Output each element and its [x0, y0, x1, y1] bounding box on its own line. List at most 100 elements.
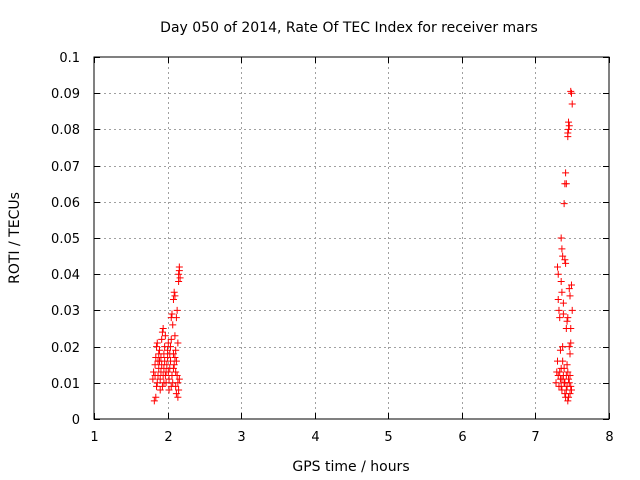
data-point	[564, 133, 572, 141]
data-point	[161, 343, 169, 351]
data-point	[175, 263, 183, 271]
data-point	[167, 343, 175, 351]
data-point	[152, 393, 160, 401]
data-point	[566, 292, 574, 300]
data-point	[567, 89, 575, 97]
data-point	[554, 270, 562, 278]
data-point	[169, 364, 177, 372]
x-tick-label: 1	[90, 430, 98, 445]
data-point	[560, 364, 568, 372]
data-point	[164, 339, 172, 347]
axis-ticks: 0 0.01 0.02 0.03 0.04 0.05 0.06 0.07 0.08 0.09 0.1…	[51, 51, 614, 445]
data-point	[150, 397, 158, 405]
data-point	[160, 379, 168, 387]
data-point	[153, 379, 161, 387]
data-point	[554, 296, 562, 304]
data-point	[149, 375, 157, 383]
data-point	[555, 382, 563, 390]
data-point	[176, 274, 184, 282]
data-point	[174, 339, 182, 347]
data-point	[559, 343, 567, 351]
data-point	[172, 346, 180, 354]
data-point	[151, 372, 159, 380]
data-point	[175, 386, 183, 394]
data-point	[175, 375, 183, 383]
data-point	[168, 310, 176, 318]
data-point	[562, 259, 570, 267]
x-tick-label: 7	[531, 430, 539, 445]
data-point	[559, 357, 567, 365]
data-point	[156, 375, 164, 383]
data-point	[568, 306, 576, 314]
data-point	[175, 270, 183, 278]
data-point	[169, 321, 177, 329]
data-point	[159, 325, 167, 332]
data-point	[562, 180, 570, 188]
data-point	[567, 87, 575, 95]
data-point	[157, 353, 165, 361]
data-point	[565, 343, 573, 351]
data-point	[559, 299, 567, 307]
data-point	[171, 292, 179, 300]
data-point	[155, 357, 163, 365]
data-point	[558, 288, 566, 296]
data-point	[172, 390, 180, 398]
data-point	[163, 361, 171, 369]
data-point	[170, 361, 178, 369]
data-point	[558, 245, 566, 253]
x-tick-label: 6	[458, 430, 466, 445]
x-tick-label: 8	[605, 430, 613, 445]
y-tick-label: 0.08	[51, 123, 80, 138]
data-point	[155, 346, 163, 354]
x-tick-label: 2	[164, 430, 172, 445]
y-tick-label: 0.1	[59, 51, 80, 66]
x-tick-label: 3	[237, 430, 245, 445]
data-point	[557, 234, 565, 242]
data-point	[552, 379, 560, 387]
x-tick-label: 5	[384, 430, 392, 445]
data-point	[161, 372, 169, 380]
x-axis-title: GPS time / hours	[292, 459, 409, 475]
data-point	[167, 357, 175, 365]
data-point	[150, 368, 158, 376]
data-point	[172, 357, 180, 365]
data-point	[153, 382, 161, 390]
data-point	[561, 379, 569, 387]
data-point	[165, 386, 173, 394]
data-point	[167, 335, 175, 343]
data-point	[151, 361, 159, 369]
y-tick-label: 0.03	[51, 304, 80, 319]
y-tick-label: 0	[72, 413, 80, 428]
data-point	[174, 393, 182, 401]
data-point	[562, 386, 570, 394]
y-axis-title: ROTI / TECUs	[7, 192, 23, 284]
data-point	[556, 368, 564, 376]
data-point	[173, 306, 181, 314]
data-point	[164, 368, 172, 376]
data-point	[167, 382, 175, 390]
data-point	[564, 368, 572, 376]
x-tick-label: 4	[311, 430, 319, 445]
data-point	[567, 339, 575, 347]
data-point	[156, 386, 164, 394]
data-point	[169, 296, 177, 304]
data-point	[562, 169, 570, 177]
data-point	[564, 397, 572, 405]
y-tick-label: 0.05	[51, 232, 80, 247]
chart-title: Day 050 of 2014, Rate Of TEC Index for r…	[160, 20, 538, 36]
data-point	[567, 325, 575, 332]
data-point	[160, 364, 168, 372]
data-point	[174, 379, 182, 387]
data-point	[560, 200, 568, 208]
data-point	[165, 375, 173, 383]
data-point	[164, 353, 172, 361]
data-point	[563, 361, 571, 369]
data-point	[558, 375, 566, 383]
data-point	[153, 339, 161, 347]
data-point	[565, 118, 573, 126]
data-point	[158, 328, 166, 336]
data-point	[171, 332, 179, 340]
data-point	[557, 277, 565, 285]
data-point	[160, 350, 168, 358]
